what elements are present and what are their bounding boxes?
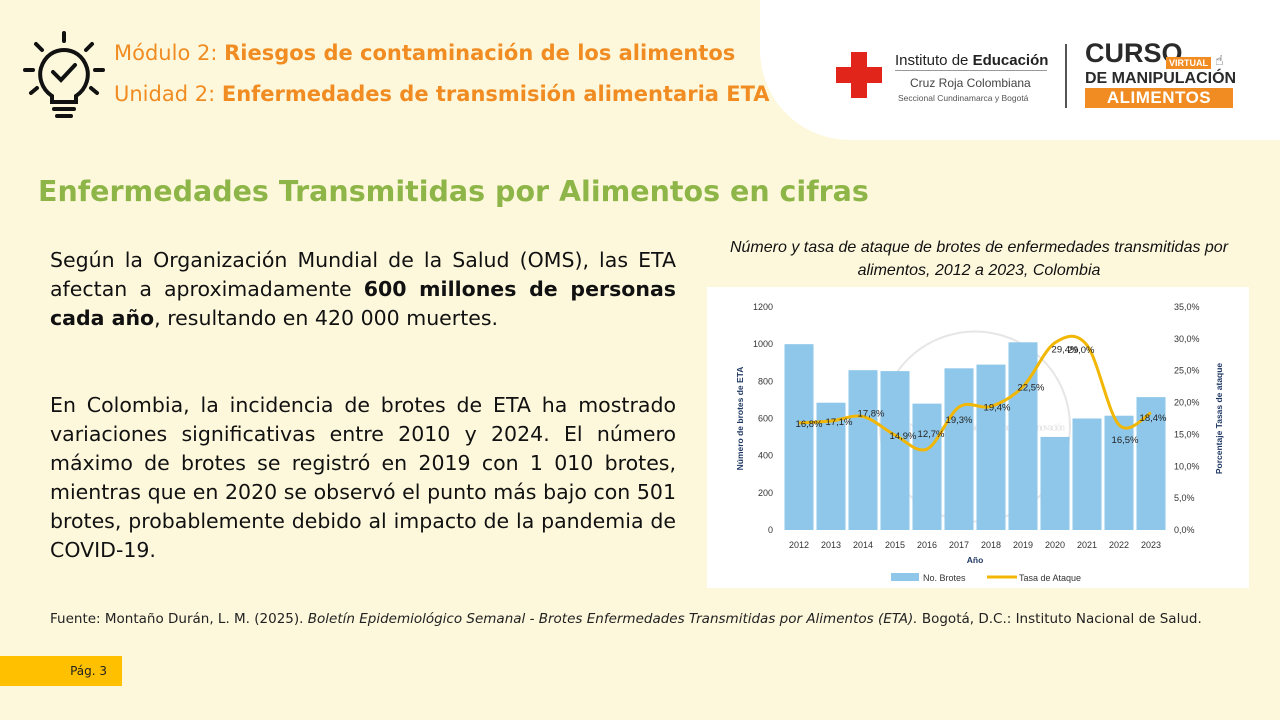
paragraph-colombia: En Colombia, la incidencia de brotes de … bbox=[50, 393, 676, 562]
y2-tick-label: 15,0% bbox=[1174, 429, 1200, 439]
eta-chart: Instituto Nacional de Salud · Ciencia, T… bbox=[735, 302, 1224, 583]
bar-2021 bbox=[1072, 418, 1102, 530]
y-tick-label: 0 bbox=[768, 525, 773, 535]
x-tick-label: 2012 bbox=[789, 540, 809, 550]
data-label: 29,4% bbox=[1052, 345, 1079, 356]
lightbulb-check-icon bbox=[23, 31, 105, 118]
module-prefix: Módulo 2: bbox=[114, 41, 225, 65]
x-tick-label: 2014 bbox=[853, 540, 873, 550]
y2-tick-label: 30,0% bbox=[1174, 334, 1200, 344]
x-tick-label: 2023 bbox=[1141, 540, 1161, 550]
y2-tick-label: 35,0% bbox=[1174, 302, 1200, 312]
x-tick-label: 2019 bbox=[1013, 540, 1033, 550]
data-label: 14,9% bbox=[890, 431, 917, 442]
source-citation: Fuente: Montaño Durán, L. M. (2025). Bol… bbox=[50, 611, 1202, 627]
y-tick-label: 1000 bbox=[753, 339, 773, 349]
data-label: 17,8% bbox=[858, 409, 885, 420]
unit-line: Unidad 2: Enfermedades de transmisión al… bbox=[114, 82, 770, 106]
x-tick-label: 2017 bbox=[949, 540, 969, 550]
chart-title: Número y tasa de ataque de brotes de enf… bbox=[729, 239, 1229, 279]
y-tick-label: 400 bbox=[758, 451, 773, 461]
x-tick-label: 2013 bbox=[821, 540, 841, 550]
legend-label: Tasa de Ataque bbox=[1019, 573, 1081, 583]
data-label: 12,7% bbox=[918, 429, 945, 440]
data-label: 18,4% bbox=[1140, 413, 1167, 424]
y2-tick-label: 5,0% bbox=[1174, 493, 1195, 503]
page-title: Enfermedades Transmitidas por Alimentos … bbox=[38, 175, 869, 208]
y-axis-title: Número de brotes de ETA bbox=[735, 367, 745, 471]
course-logo-alimentos: ALIMENTOS bbox=[1085, 88, 1233, 108]
series-line-tasa-de-ataque bbox=[798, 334, 1152, 452]
institute-divider bbox=[895, 70, 1047, 71]
page-number: Pág. 3 bbox=[0, 656, 122, 686]
data-label: 19,3% bbox=[946, 415, 973, 426]
watermark-text: Instituto Nacional de Salud · Ciencia, T… bbox=[885, 423, 1065, 434]
y2-tick-label: 25,0% bbox=[1174, 366, 1200, 376]
x-tick-label: 2022 bbox=[1109, 540, 1129, 550]
bar-2013 bbox=[816, 402, 846, 530]
legend-label: No. Brotes bbox=[923, 573, 966, 583]
hand-pointer-icon: ☝ bbox=[1215, 53, 1224, 69]
unit-prefix: Unidad 2: bbox=[114, 82, 222, 106]
logo-divider bbox=[1065, 44, 1067, 108]
bar-2020 bbox=[1040, 436, 1070, 530]
x-axis-title: Año bbox=[967, 555, 984, 565]
x-tick-label: 2021 bbox=[1077, 540, 1097, 550]
bar-2016 bbox=[912, 403, 942, 530]
module-line: Módulo 2: Riesgos de contaminación de lo… bbox=[114, 41, 735, 65]
unit-title: Enfermedades de transmisión alimentaria … bbox=[221, 82, 770, 106]
chart-panel: Instituto Nacional de Salud · Ciencia, T… bbox=[707, 287, 1249, 588]
data-label: 17,1% bbox=[826, 417, 853, 428]
data-label: 22,5% bbox=[1018, 383, 1045, 394]
y-tick-label: 1200 bbox=[753, 302, 773, 312]
y-tick-label: 600 bbox=[758, 414, 773, 424]
y-tick-label: 800 bbox=[758, 376, 773, 386]
course-logo-subtitle: DE MANIPULACIÓN bbox=[1085, 70, 1237, 87]
x-tick-label: 2015 bbox=[885, 540, 905, 550]
bar-2012 bbox=[784, 344, 814, 530]
x-tick-label: 2016 bbox=[917, 540, 937, 550]
org-section: Seccional Cundinamarca y Bogotá bbox=[898, 93, 1029, 103]
bar-2015 bbox=[880, 371, 910, 530]
module-title: Riesgos de contaminación de los alimento… bbox=[224, 41, 736, 65]
bar-2014 bbox=[848, 370, 878, 530]
y2-tick-label: 0,0% bbox=[1174, 525, 1195, 535]
x-tick-label: 2018 bbox=[981, 540, 1001, 550]
y2-axis-title: Porcentaje Tasas de ataque bbox=[1214, 363, 1224, 475]
legend-swatch-bar bbox=[891, 573, 919, 581]
y2-tick-label: 20,0% bbox=[1174, 398, 1200, 408]
org-name: Cruz Roja Colombiana bbox=[910, 76, 1031, 90]
y-tick-label: 200 bbox=[758, 488, 773, 498]
red-cross-logo bbox=[836, 52, 882, 98]
data-label: 16,8% bbox=[796, 419, 823, 430]
course-virtual-badge: VIRTUAL bbox=[1166, 57, 1211, 69]
data-label: 29,0% bbox=[1068, 345, 1095, 356]
y2-tick-label: 10,0% bbox=[1174, 461, 1200, 471]
bar-2017 bbox=[944, 368, 974, 530]
data-label: 16,5% bbox=[1112, 435, 1139, 446]
bar-2018 bbox=[976, 364, 1006, 530]
paragraph-oms: Según la Organización Mundial de la Salu… bbox=[50, 248, 676, 330]
bar-2022 bbox=[1104, 415, 1134, 530]
data-label: 19,4% bbox=[984, 402, 1011, 413]
x-tick-label: 2020 bbox=[1045, 540, 1065, 550]
institute-name: Instituto de Educación bbox=[895, 52, 1049, 69]
